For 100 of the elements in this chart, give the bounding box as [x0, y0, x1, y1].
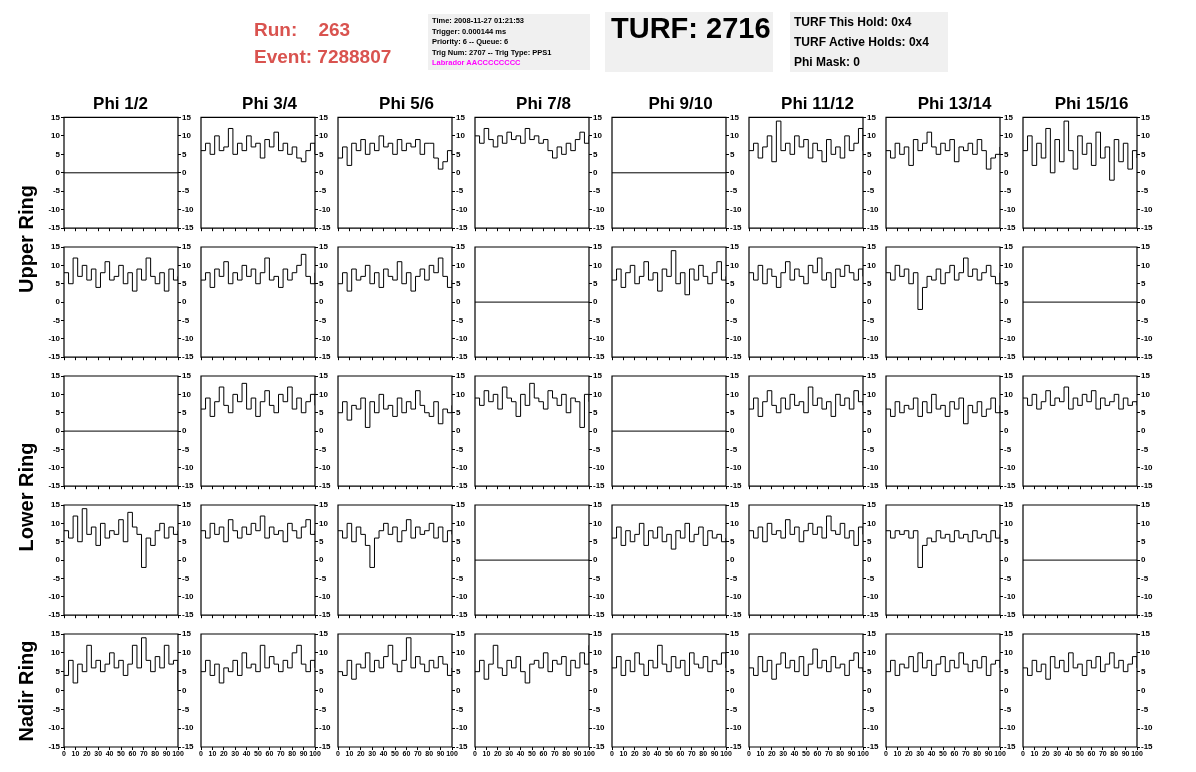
y-tick-label: 0 — [456, 685, 461, 695]
y-tick-label: 10 — [730, 389, 740, 399]
y-tick-label: -15 — [867, 223, 880, 233]
y-tick-label: 0 — [55, 168, 61, 177]
text: TURF This Hold: 0x4 — [794, 14, 913, 31]
y-tick-label: 15 — [51, 629, 61, 639]
y-tick-label: -15 — [456, 610, 469, 620]
y-tick-label: 15 — [319, 500, 329, 510]
y-tick-label: 10 — [456, 131, 466, 141]
y-tick-label: 15 — [456, 112, 466, 122]
y-tick-label: -5 — [1141, 315, 1149, 325]
y-tick-label: 0 — [1004, 297, 1009, 307]
y-tick-label: 15 — [51, 371, 61, 381]
y-tick-label: 5 — [593, 149, 598, 159]
y-tick-label: -5 — [1141, 444, 1149, 454]
y-tick-label: -10 — [48, 723, 61, 733]
y-tick-label: 0 — [593, 168, 598, 177]
y2-tick-label: 15 — [182, 629, 192, 639]
y-tick-label: 10 — [1004, 518, 1014, 528]
y-tick-label: -5 — [52, 573, 61, 583]
y-tick-label: 15 — [593, 371, 603, 381]
y-tick-label: -15 — [1004, 223, 1017, 233]
y-tick-label: 10 — [1141, 389, 1151, 399]
y-tick-label: 15 — [730, 112, 740, 122]
y2-tick-label: -15 — [182, 223, 195, 233]
y-tick-label: 5 — [867, 666, 872, 676]
y-tick-label: 15 — [319, 112, 329, 122]
y-tick-label: 5 — [867, 536, 872, 546]
y-tick-label: 15 — [456, 371, 466, 381]
y-tick-label: 10 — [319, 389, 329, 399]
y2-tick-label: 5 — [182, 278, 187, 288]
y-tick-label: 15 — [593, 500, 603, 510]
y-tick-label: 0 — [1141, 168, 1146, 177]
y-tick-label: 0 — [1004, 426, 1009, 436]
y-tick-label: 0 — [867, 297, 872, 307]
y-tick-label: -5 — [730, 444, 738, 454]
y-tick-label: -5 — [319, 186, 327, 196]
y2-tick-label: -10 — [182, 723, 195, 733]
y-tick-label: 0 — [319, 685, 324, 695]
y-tick-label: 5 — [55, 149, 61, 159]
y-tick-label: 15 — [867, 112, 877, 122]
y-tick-label: 5 — [456, 536, 461, 546]
y2-tick-label: 10 — [182, 648, 192, 658]
y-tick-label: -5 — [52, 444, 61, 454]
y-tick-label: 10 — [867, 260, 877, 270]
y-tick-label: 5 — [1004, 407, 1009, 417]
y-tick-label: -15 — [319, 742, 332, 752]
y2-tick-label: 15 — [182, 112, 192, 122]
y-tick-label: -5 — [593, 573, 601, 583]
text: Run: 263 — [254, 18, 352, 42]
y-tick-label: -15 — [48, 481, 61, 491]
y-tick-label: 15 — [319, 629, 329, 639]
y-tick-label: -5 — [867, 315, 875, 325]
y-tick-label: 15 — [593, 242, 603, 252]
y-tick-label: -10 — [867, 334, 880, 344]
y-tick-label: 15 — [867, 371, 877, 381]
y-tick-label: 10 — [1004, 389, 1014, 399]
y-tick-label: 5 — [1004, 278, 1009, 288]
y-tick-label: 5 — [867, 407, 872, 417]
y-tick-label: 0 — [867, 426, 872, 436]
y-tick-label: 0 — [319, 426, 324, 436]
chart-title: Phi 7/8 — [516, 93, 571, 113]
y-tick-label: 10 — [1004, 260, 1014, 270]
y-tick-label: 5 — [1141, 149, 1146, 159]
y-tick-label: -5 — [319, 573, 327, 583]
y-tick-label: -10 — [593, 592, 606, 602]
y2-tick-label: -10 — [182, 592, 195, 602]
y-tick-label: 0 — [1004, 555, 1009, 565]
y-tick-label: 15 — [730, 629, 740, 639]
y2-tick-label: 0 — [182, 426, 187, 436]
y-tick-label: -5 — [1141, 186, 1149, 196]
y-tick-label: -5 — [1004, 704, 1012, 714]
y-tick-label: -10 — [867, 204, 880, 214]
y-tick-label: 15 — [730, 371, 740, 381]
chart-title: Phi 13/14 — [917, 93, 992, 113]
y-tick-label: -10 — [456, 334, 469, 344]
y-tick-label: 15 — [1004, 242, 1014, 252]
y2-tick-label: 10 — [182, 131, 192, 141]
y-tick-label: -15 — [319, 223, 332, 233]
y-tick-label: 15 — [1004, 112, 1014, 122]
y-tick-label: 10 — [1141, 260, 1151, 270]
y-tick-label: -5 — [456, 186, 464, 196]
y-tick-label: 10 — [730, 648, 740, 658]
y-tick-label: 5 — [319, 407, 324, 417]
y-tick-label: 15 — [51, 112, 61, 122]
y-tick-label: -10 — [1141, 334, 1154, 344]
y-tick-label: -5 — [1141, 704, 1149, 714]
y-tick-label: 10 — [51, 260, 61, 270]
y-tick-label: -15 — [456, 352, 469, 362]
text: Phi Mask: 0 — [794, 54, 862, 71]
y-tick-label: -5 — [593, 444, 601, 454]
y-tick-label: -10 — [593, 334, 606, 344]
y-tick-label: -10 — [867, 463, 880, 473]
y-tick-label: 15 — [867, 500, 877, 510]
y-tick-label: -10 — [319, 334, 332, 344]
y-tick-label: 10 — [593, 131, 603, 141]
y-tick-label: 0 — [456, 297, 461, 307]
y2-tick-label: -5 — [182, 315, 190, 325]
y-tick-label: -15 — [730, 352, 743, 362]
y2-tick-label: 0 — [182, 685, 187, 695]
